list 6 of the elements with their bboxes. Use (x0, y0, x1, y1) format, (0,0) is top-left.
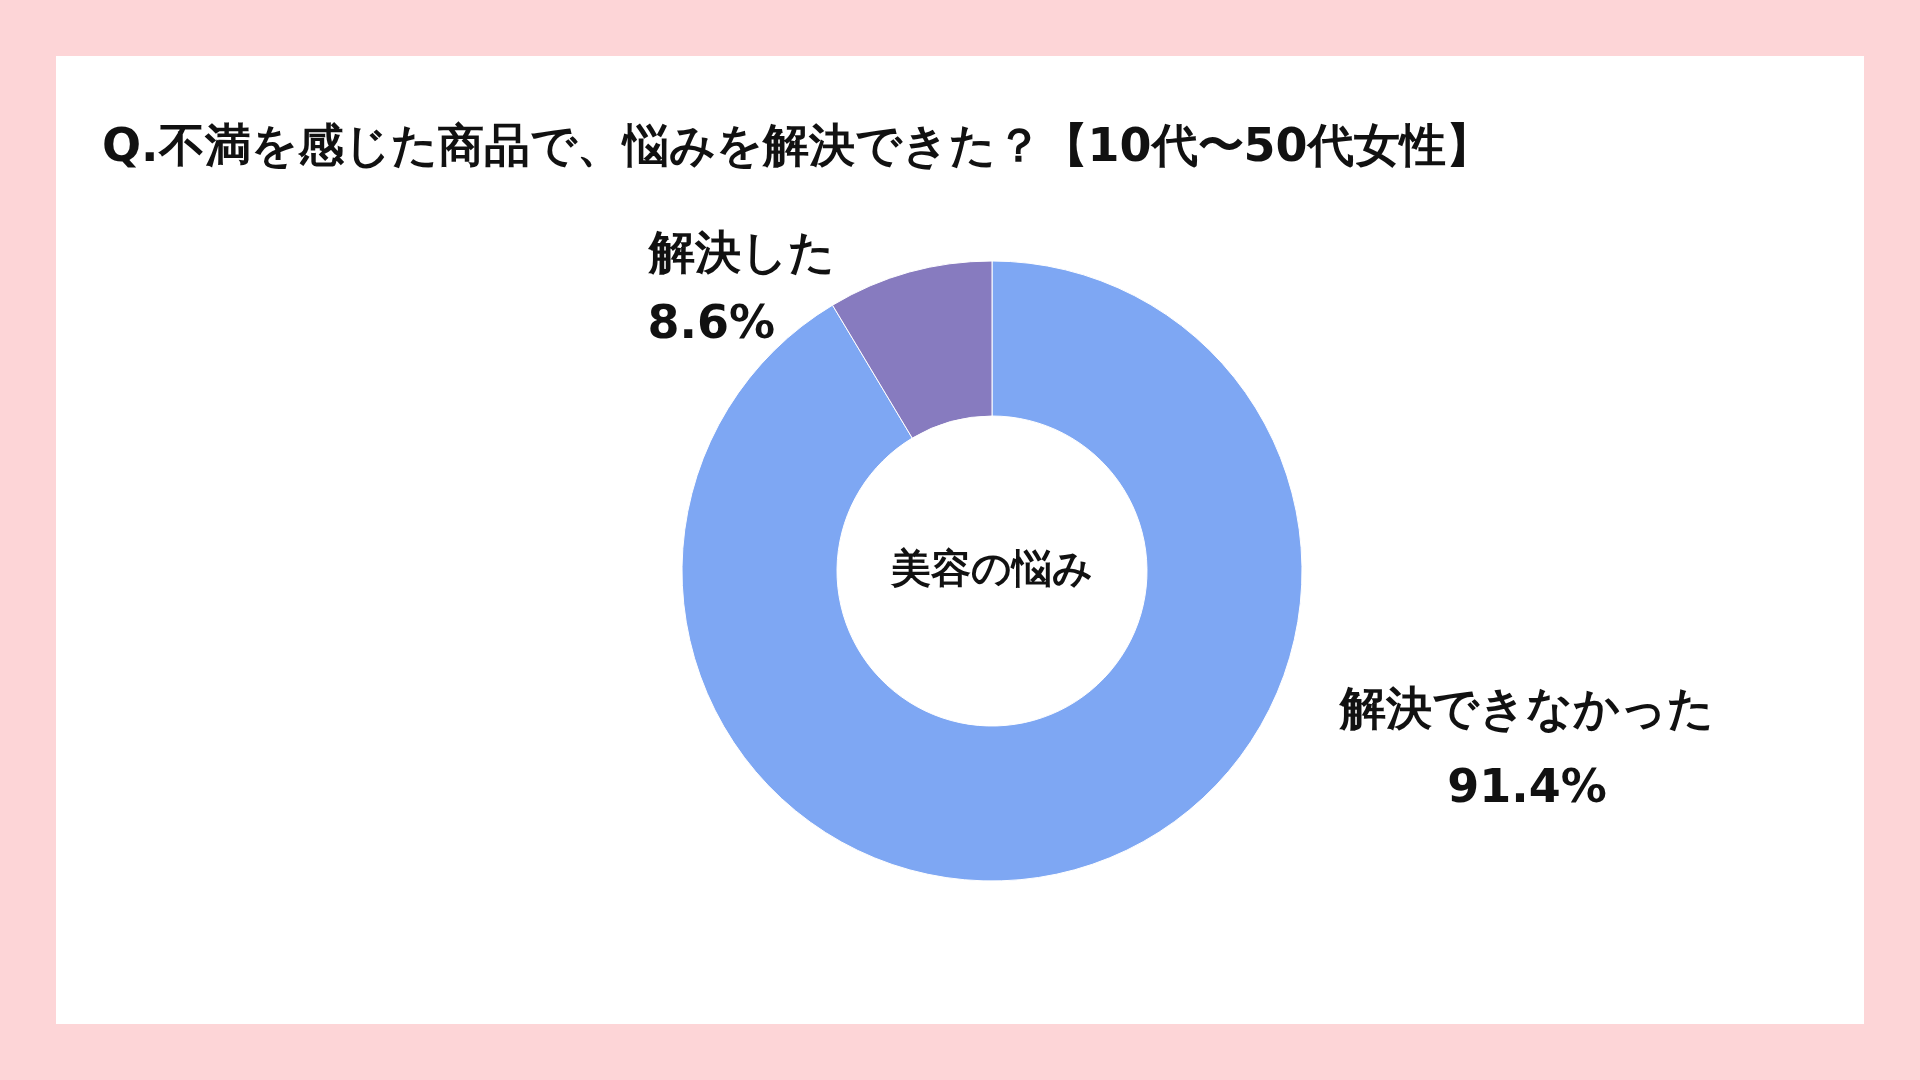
data-label: 8.6% (647, 294, 775, 349)
data-label: 91.4% (1447, 758, 1607, 813)
chart-title: Q.不満を感じた商品で、悩みを解決できた？【10代〜50代女性】 (102, 117, 1492, 172)
slice-label: 解決できなかった (1338, 680, 1714, 735)
slice-label: 解決した (647, 224, 835, 279)
text: 美容の悩み (890, 545, 1093, 591)
